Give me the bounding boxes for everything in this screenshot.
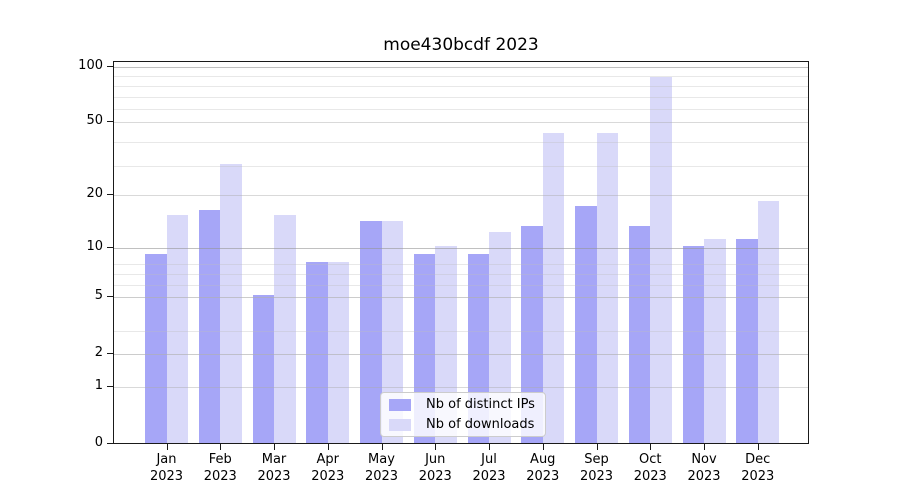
x-tick-label: May 2023: [364, 452, 399, 484]
y-tick-label: 10: [86, 238, 103, 254]
legend-swatch-ips-icon: [389, 398, 411, 411]
legend: Nb of distinct IPs Nb of downloads: [380, 392, 546, 437]
x-tick-mark: [650, 444, 652, 450]
x-tick-mark: [542, 444, 544, 450]
bar-downloads-dec: [757, 201, 780, 443]
y-tick-mark: [107, 65, 113, 67]
x-tick-label: Nov 2023: [687, 452, 721, 484]
x-tick-label: Jul 2023: [472, 452, 506, 484]
y-tick-mark: [107, 194, 113, 196]
x-tick-label: Oct 2023: [633, 452, 667, 484]
gridline: [114, 85, 808, 87]
x-tick-label: Aug 2023: [526, 452, 560, 484]
x-tick-mark: [704, 444, 705, 450]
y-tick-mark: [107, 353, 113, 355]
chart-title: moe430bcdf 2023: [383, 35, 539, 55]
gridline: [114, 284, 808, 286]
x-tick-label: Mar 2023: [257, 452, 291, 484]
legend-label-distinct-ips: Nb of distinct IPs: [426, 396, 535, 412]
bar-ips-feb: [198, 210, 221, 443]
bar-ips-sep: [575, 205, 597, 443]
gridline: [114, 142, 808, 144]
x-tick-label: Feb 2023: [203, 452, 237, 484]
legend-label-downloads: Nb of downloads: [426, 416, 535, 432]
bar-downloads-may: [381, 220, 403, 443]
bar-ips-may: [360, 220, 382, 443]
gridline: [114, 247, 808, 249]
y-tick-label: 0: [94, 435, 103, 450]
bar-downloads-mar: [274, 215, 296, 443]
bar-ips-mar: [252, 295, 274, 443]
gridline: [114, 273, 808, 275]
bar-ips-apr: [306, 262, 328, 443]
gridline: [114, 354, 808, 356]
bar-downloads-aug: [542, 132, 565, 443]
bar-ips-dec: [736, 238, 758, 443]
legend-swatch-downloads-icon: [389, 418, 411, 431]
bar-ips-oct: [628, 226, 651, 443]
x-tick-mark: [596, 444, 598, 450]
gridline: [114, 297, 808, 299]
bar-downloads-jan: [166, 215, 188, 443]
x-tick-mark: [489, 444, 490, 450]
x-tick-mark: [220, 444, 222, 450]
gridline: [114, 165, 808, 167]
gridline: [114, 264, 808, 266]
bar-downloads-jul: [489, 232, 511, 443]
gridline: [114, 387, 808, 389]
plot-area: Nb of distinct IPs Nb of downloads: [113, 61, 809, 444]
gridline: [114, 354, 808, 356]
x-tick-mark: [274, 444, 275, 450]
bar-downloads-apr: [327, 262, 350, 443]
x-tick-label: Jan 2023: [149, 452, 184, 484]
gridline: [114, 96, 808, 98]
gridline: [114, 122, 808, 124]
x-tick-label: Sep 2023: [579, 452, 614, 484]
x-tick-mark: [757, 444, 759, 450]
y-tick-mark: [107, 246, 113, 248]
bar-downloads-oct: [650, 76, 672, 443]
y-tick-label: 50: [86, 113, 103, 129]
bar-ips-nov: [682, 245, 704, 443]
x-tick-label: Dec 2023: [741, 452, 775, 484]
y-tick-mark: [107, 386, 113, 388]
y-tick-label: 5: [94, 288, 103, 304]
gridline: [114, 66, 808, 68]
y-tick-label: 1: [94, 378, 103, 394]
x-tick-mark: [381, 444, 383, 450]
x-tick-label: Apr 2023: [311, 452, 345, 484]
gridline: [114, 297, 808, 299]
bar-downloads-feb: [220, 163, 242, 443]
y-tick-label: 20: [86, 186, 103, 202]
gridline: [114, 330, 808, 332]
gridline: [114, 195, 808, 197]
y-tick-mark: [107, 121, 113, 123]
x-tick-mark: [166, 444, 168, 450]
y-tick-label: 100: [78, 57, 103, 73]
x-tick-mark: [435, 444, 437, 450]
bar-downloads-sep: [596, 132, 618, 443]
x-tick-mark: [327, 444, 329, 450]
y-tick-label: 2: [94, 345, 103, 361]
gridline: [114, 76, 808, 78]
bar-downloads-nov: [704, 238, 726, 443]
bar-ips-jan: [145, 253, 167, 443]
legend-item-downloads: Nb of downloads: [389, 417, 537, 433]
x-tick-label: Jun 2023: [418, 452, 452, 484]
y-tick-mark: [107, 296, 113, 298]
y-tick-mark: [107, 443, 113, 444]
bar-ips-aug: [521, 226, 543, 443]
gridline: [114, 109, 808, 111]
legend-item-distinct-ips: Nb of distinct IPs: [389, 397, 537, 413]
